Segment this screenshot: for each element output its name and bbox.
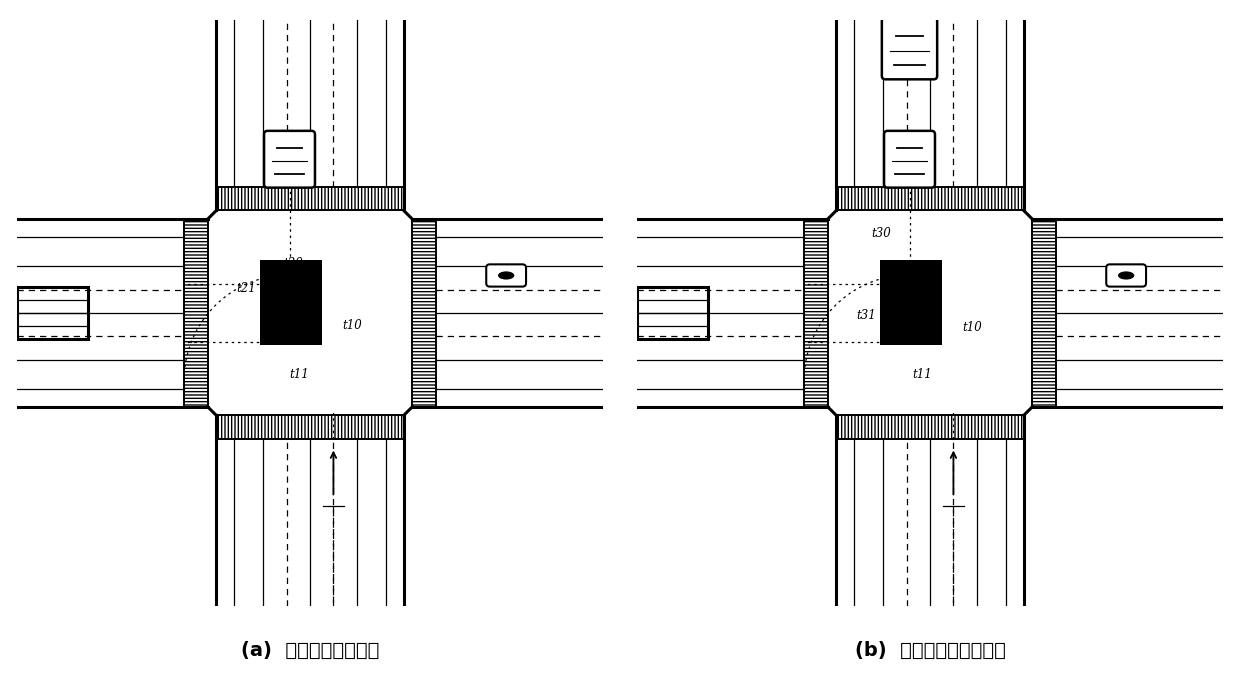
- Text: (b)  两辆直行车对应场景: (b) 两辆直行车对应场景: [854, 641, 1006, 660]
- Bar: [880, 260, 941, 345]
- Ellipse shape: [498, 271, 515, 279]
- Text: t21: t21: [900, 283, 920, 296]
- FancyBboxPatch shape: [486, 264, 526, 287]
- Bar: [804, 219, 827, 406]
- Text: t11: t11: [289, 368, 309, 381]
- Bar: [17, 287, 88, 339]
- Text: t10: t10: [342, 319, 362, 332]
- Text: t20: t20: [908, 260, 928, 273]
- Bar: [637, 287, 708, 339]
- FancyBboxPatch shape: [1106, 264, 1146, 287]
- FancyBboxPatch shape: [882, 17, 937, 79]
- Bar: [1033, 219, 1056, 406]
- Text: t20: t20: [284, 256, 304, 270]
- Text: (a)  单直行车对应场景: (a) 单直行车对应场景: [241, 641, 379, 660]
- Text: t11: t11: [913, 368, 932, 381]
- Bar: [184, 219, 207, 406]
- Text: t30: t30: [872, 227, 892, 240]
- Bar: [836, 187, 1024, 211]
- Bar: [260, 260, 321, 345]
- Text: t31: t31: [857, 310, 877, 322]
- Bar: [216, 415, 404, 439]
- Ellipse shape: [1118, 271, 1135, 279]
- FancyBboxPatch shape: [884, 131, 935, 188]
- Bar: [413, 219, 436, 406]
- Text: t21: t21: [237, 282, 257, 295]
- Bar: [216, 187, 404, 211]
- Bar: [836, 415, 1024, 439]
- Text: t10: t10: [962, 321, 982, 334]
- FancyBboxPatch shape: [264, 131, 315, 188]
